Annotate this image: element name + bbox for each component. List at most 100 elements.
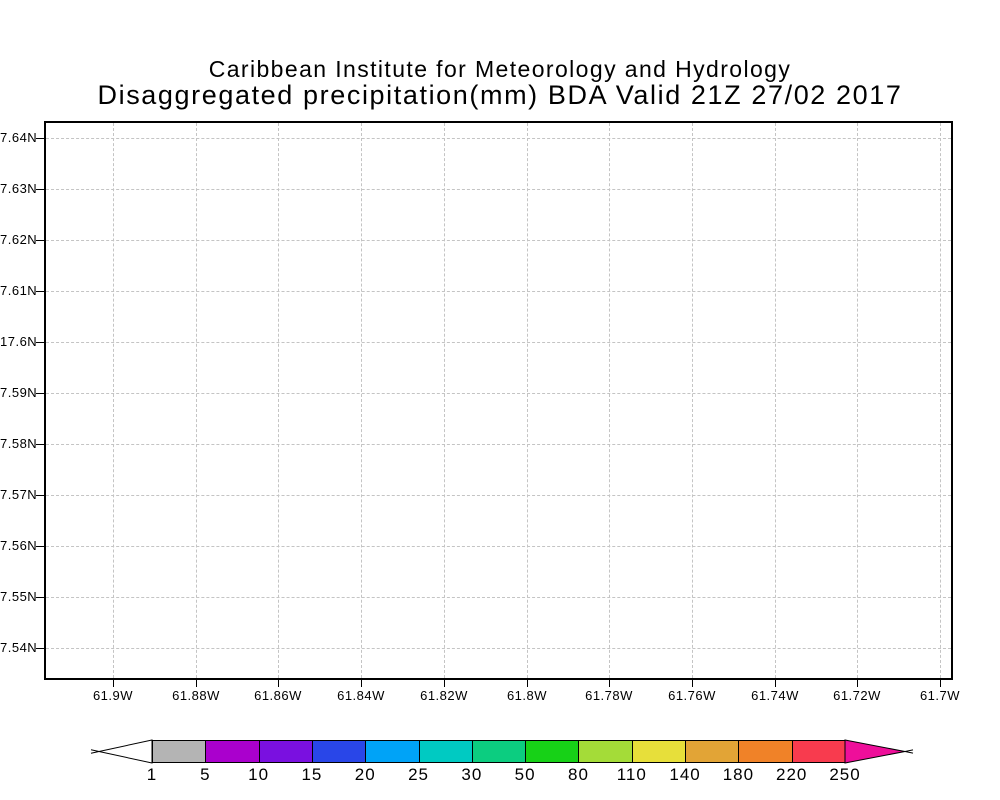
x-axis-label: 61.8W [506,688,548,703]
right-arrow-overshoot [904,749,914,752]
colorbar-value-label: 140 [669,765,701,784]
x-axis-tick [609,680,610,687]
y-axis-tick [36,291,44,292]
colorbar-segment [685,740,740,763]
colorbar-value-label: 50 [514,765,536,784]
x-axis-label: 61.78W [585,688,633,703]
colorbar-segment [152,740,207,763]
longitude-gridline [278,123,279,678]
y-axis-tick [36,189,44,190]
x-axis-label: 61.7W [919,688,961,703]
x-axis-tick [940,680,941,687]
x-axis-tick [196,680,197,687]
x-axis-label: 61.72W [833,688,881,703]
longitude-gridline [527,123,528,678]
colorbar-segment [205,740,260,763]
y-axis-tick [36,138,44,139]
x-axis-label: 61.82W [420,688,468,703]
colorbar-segment [258,740,313,763]
colorbar-segment [311,740,367,763]
latitude-gridline [46,393,951,394]
colorbar-value-label: 30 [461,765,483,784]
y-axis-label: 7.63N [0,181,38,196]
colorbar-value-label: 220 [776,765,808,784]
colorbar-value-label: 10 [248,765,270,784]
x-axis-label: 61.9W [92,688,134,703]
x-axis-label: 61.88W [172,688,220,703]
x-axis-tick [527,680,528,687]
y-axis-label: 7.55N [0,589,38,604]
colorbar-value-label: 110 [616,765,647,784]
latitude-gridline [46,291,951,292]
x-axis-tick [278,680,279,687]
longitude-gridline [857,123,858,678]
x-axis-tick [113,680,114,687]
colorbar-segment [791,740,846,763]
latitude-gridline [46,240,951,241]
y-axis-label: 7.56N [0,538,38,553]
colorbar-value-label: 250 [829,765,861,784]
longitude-gridline [113,123,114,678]
y-axis-tick [36,546,44,547]
colorbar-segment [365,740,420,763]
longitude-gridline [609,123,610,678]
x-axis-tick [444,680,445,687]
x-axis-label: 61.74W [751,688,799,703]
colorbar-value-label: 1 [146,765,158,784]
map-plot-area [44,121,953,680]
latitude-gridline [46,648,951,649]
latitude-gridline [46,597,951,598]
y-axis-label: 7.62N [0,232,38,247]
latitude-gridline [46,138,951,139]
right-arrow-overshoot [904,751,914,754]
colorbar-value-label: 25 [408,765,429,784]
y-axis-tick [36,648,44,649]
colorbar-left-arrow [98,739,153,764]
plot-title: Disaggregated precipitation(mm) BDA Vali… [97,80,903,110]
x-axis-tick [857,680,858,687]
colorbar-segment [631,740,687,763]
y-axis-tick [36,393,44,394]
y-axis-tick [36,240,44,241]
longitude-gridline [196,123,197,678]
y-axis-label: 7.58N [0,436,38,451]
colorbar-value-label: 15 [301,765,323,784]
colorbar-value-label: 80 [567,765,589,784]
y-axis-label: 7.64N [0,130,38,145]
latitude-gridline [46,546,951,547]
longitude-gridline [940,123,941,678]
y-axis-label: 7.54N [0,640,38,655]
latitude-gridline [46,495,951,496]
y-axis-tick [36,597,44,598]
y-axis-tick [36,444,44,445]
colorbar-segment [578,740,633,763]
longitude-gridline [361,123,362,678]
left-arrow-overshoot [90,751,100,754]
longitude-gridline [444,123,445,678]
y-axis-label: 7.59N [0,385,38,400]
y-axis-label: 17.6N [0,334,38,349]
colorbar-segment [738,740,793,763]
y-axis-tick [36,495,44,496]
colorbar-right-arrow [844,739,906,764]
colorbar-segment [471,740,527,763]
latitude-gridline [46,342,951,343]
y-axis-label: 7.57N [0,487,38,502]
colorbar-value-label: 180 [722,765,755,784]
left-arrow-overshoot [90,749,100,752]
y-axis-label: 7.61N [0,283,38,298]
latitude-gridline [46,444,951,445]
x-axis-label: 61.84W [337,688,385,703]
longitude-gridline [775,123,776,678]
x-axis-tick [361,680,362,687]
latitude-gridline [46,189,951,190]
x-axis-tick [775,680,776,687]
x-axis-label: 61.76W [668,688,716,703]
x-axis-label: 61.86W [254,688,302,703]
colorbar-segment [418,740,473,763]
institution-title: Caribbean Institute for Meteorology and … [208,56,792,82]
colorbar-segment [525,740,580,763]
y-axis-tick [36,342,44,343]
colorbar-value-label: 5 [200,765,211,784]
